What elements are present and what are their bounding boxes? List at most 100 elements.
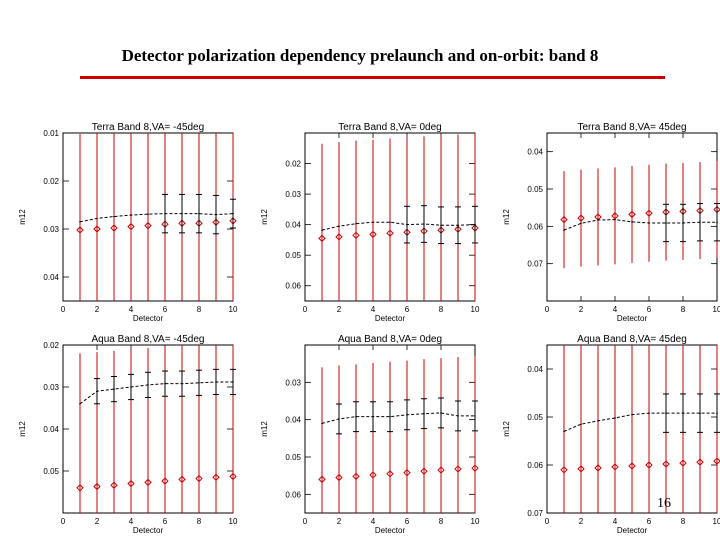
data-point <box>352 472 360 481</box>
data-point <box>110 481 118 489</box>
data-point <box>423 412 425 415</box>
x-tick-label: 8 <box>681 305 686 314</box>
data-point <box>457 224 459 227</box>
data-point <box>471 464 479 472</box>
x-tick-label: 10 <box>713 305 720 314</box>
data-point <box>93 482 101 491</box>
data-point <box>662 460 670 468</box>
chart-title: Terra Band 8,VA= 0deg <box>338 122 442 133</box>
chart-panel-4: Aqua Band 8,VA= -45deg 0 2 4 6 8 10 Detector 0.0… <box>18 334 238 535</box>
chart-title: Aqua Band 8,VA= -45deg <box>92 334 205 345</box>
x-tick-label: 2 <box>337 305 342 314</box>
data-point <box>144 221 152 230</box>
data-point <box>164 382 166 385</box>
data-point <box>580 222 582 225</box>
data-point <box>321 229 323 231</box>
data-point <box>372 221 374 223</box>
data-point <box>76 484 84 492</box>
data-point <box>318 475 326 484</box>
y-tick-label: 0.06 <box>527 461 543 470</box>
data-point <box>406 414 408 416</box>
chart-panel-1: Terra Band 8,VA= -45deg 0 2 4 6 8 10 Detector 0.… <box>18 122 238 323</box>
data-point <box>716 412 718 414</box>
page-number: 16 <box>657 496 671 511</box>
data-point <box>127 479 135 488</box>
data-point <box>563 229 565 231</box>
data-point <box>645 461 653 469</box>
x-axis-label: Detector <box>617 526 648 535</box>
x-axis-label: Detector <box>617 314 648 323</box>
data-point <box>457 415 459 417</box>
data-point <box>665 222 667 224</box>
series-line <box>563 219 717 231</box>
data-point <box>198 212 200 215</box>
data-point <box>696 458 704 466</box>
data-point <box>611 463 619 471</box>
chart-panel-5: Aqua Band 8,VA= 0deg 0 2 4 6 8 10 Detector 0.03 0… <box>260 334 480 535</box>
x-tick-label: 10 <box>713 517 720 526</box>
data-point <box>682 412 684 414</box>
series-prelaunch <box>560 345 720 513</box>
data-point <box>563 430 565 433</box>
x-tick-label: 2 <box>579 517 584 526</box>
x-axis-label: Detector <box>133 314 164 323</box>
data-point <box>628 462 636 470</box>
y-tick-label: 0.02 <box>43 341 59 350</box>
x-tick-label: 2 <box>95 517 100 526</box>
data-point <box>648 222 650 224</box>
data-point <box>372 415 374 418</box>
y-axis-label: m12 <box>18 421 27 437</box>
x-axis-label: Detector <box>375 314 406 323</box>
data-point <box>352 231 360 240</box>
data-point <box>96 217 98 220</box>
x-tick-label: 2 <box>337 517 342 526</box>
x-tick-label: 2 <box>95 305 100 314</box>
x-tick-label: 6 <box>647 305 652 314</box>
data-point <box>423 223 425 225</box>
y-tick-label: 0.05 <box>285 251 301 260</box>
y-tick-label: 0.05 <box>527 413 543 422</box>
y-tick-label: 0.03 <box>43 225 59 234</box>
y-axis-label: m12 <box>260 421 269 437</box>
series-line <box>79 213 234 223</box>
x-tick-label: 0 <box>61 305 66 314</box>
y-tick-label: 0.07 <box>527 260 543 269</box>
data-point <box>198 382 200 384</box>
x-tick-label: 4 <box>371 517 376 526</box>
series-line <box>321 221 476 231</box>
data-point <box>181 382 183 385</box>
series-on-orbit <box>321 205 478 245</box>
y-axis-label: m12 <box>502 209 511 225</box>
data-point <box>420 467 428 475</box>
y-tick-label: 0.04 <box>285 221 301 230</box>
y-tick-label: 0.03 <box>285 378 301 387</box>
y-axis-label: m12 <box>502 421 511 437</box>
x-tick-label: 6 <box>163 305 168 314</box>
data-point <box>597 420 599 422</box>
x-tick-label: 8 <box>197 305 202 314</box>
data-point <box>335 473 343 482</box>
series-on-orbit <box>79 368 236 405</box>
chart-title: Terra Band 8,VA= -45deg <box>92 122 204 133</box>
series-prelaunch <box>318 356 479 513</box>
x-tick-label: 6 <box>647 517 652 526</box>
data-point <box>127 222 135 231</box>
data-point <box>113 215 115 218</box>
data-point <box>96 390 98 393</box>
x-tick-label: 4 <box>129 305 134 314</box>
data-point <box>232 212 234 215</box>
data-point <box>93 225 101 233</box>
x-tick-label: 0 <box>303 305 308 314</box>
data-point <box>665 412 667 414</box>
y-tick-label: 0.04 <box>285 416 301 425</box>
x-tick-label: 4 <box>613 517 618 526</box>
data-point <box>369 230 377 239</box>
series-prelaunch <box>76 345 237 513</box>
y-tick-label: 0.02 <box>285 160 301 169</box>
y-tick-label: 0.04 <box>527 365 543 374</box>
chart-title: Terra Band 8,VA= 45deg <box>577 122 686 133</box>
y-tick-label: 0.04 <box>43 425 59 434</box>
data-point <box>560 466 568 474</box>
data-point <box>335 233 343 241</box>
data-point <box>144 478 152 487</box>
